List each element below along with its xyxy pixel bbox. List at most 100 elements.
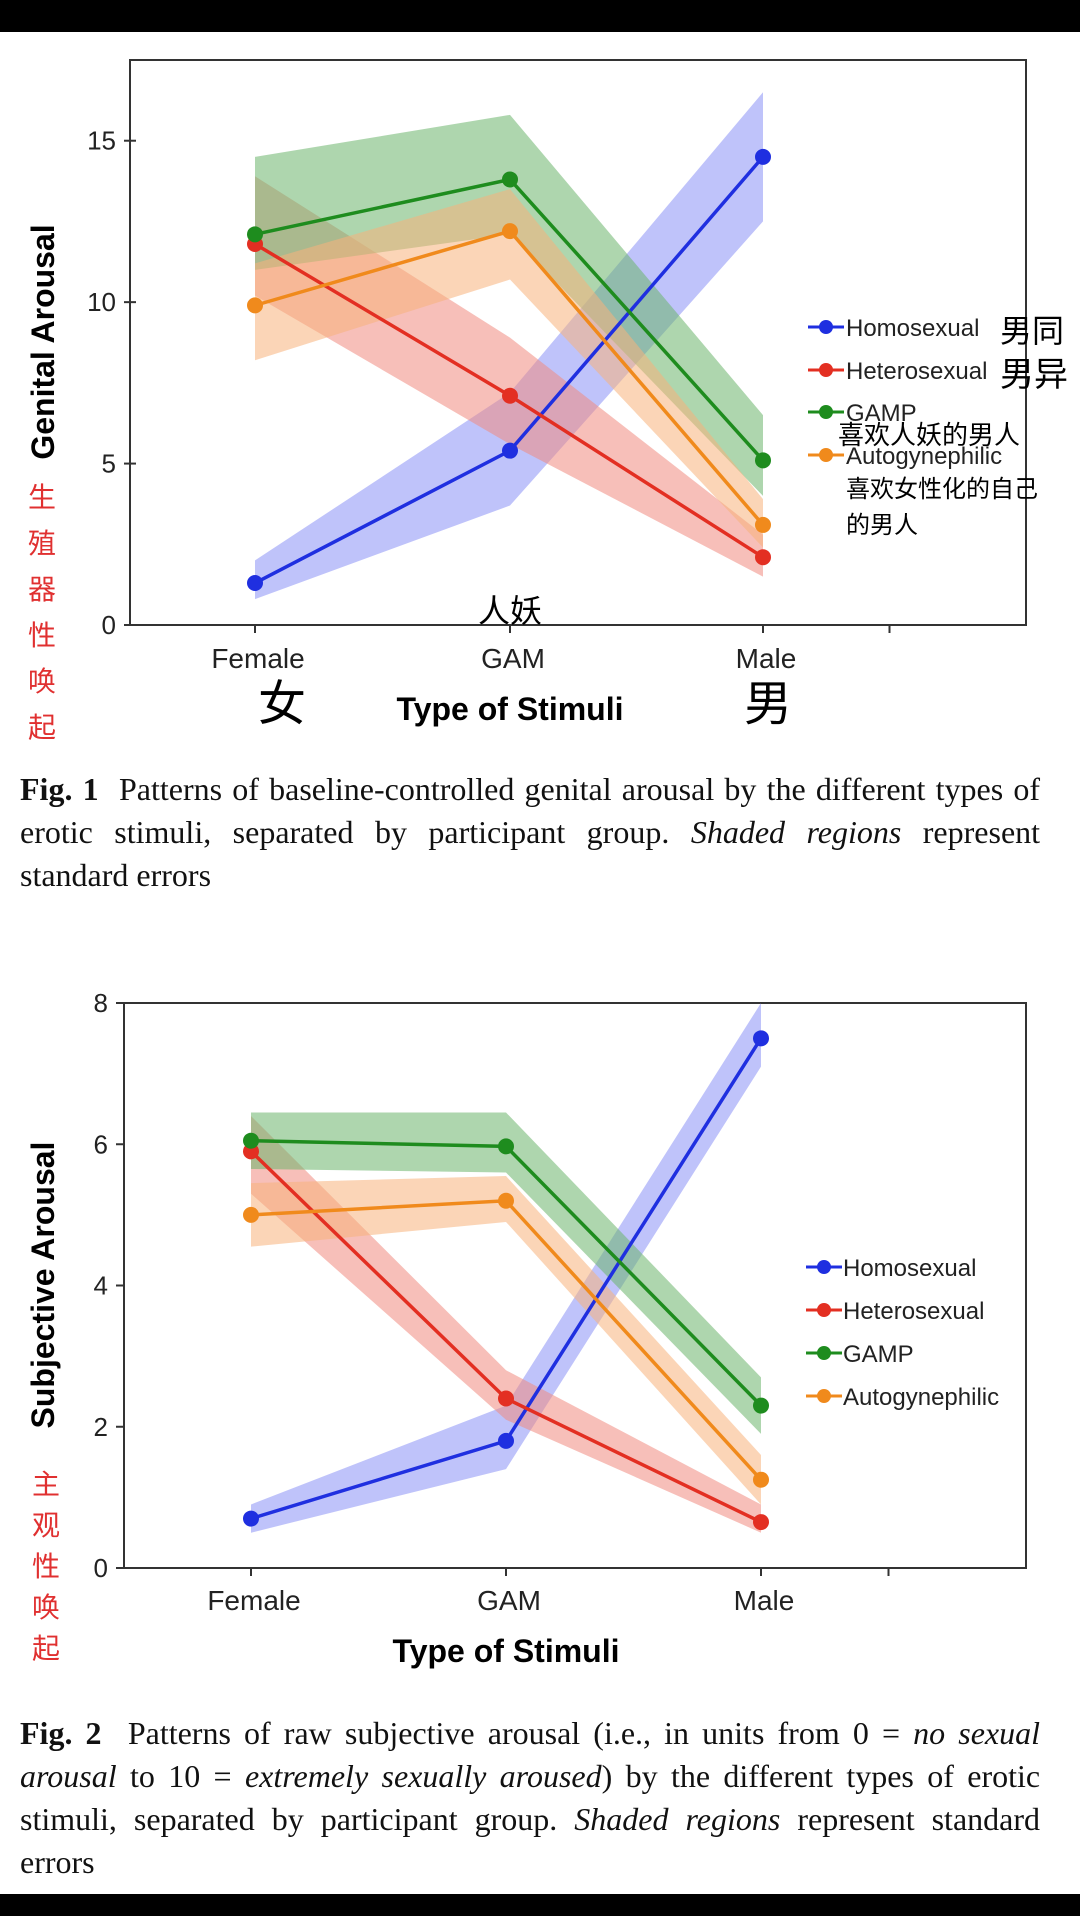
y-axis-title: Genital Arousal: [25, 224, 61, 459]
x-tick-label: GAM: [481, 643, 545, 674]
data-point-gamp: [755, 452, 771, 469]
subjective-arousal-chart: 0 2 4 6 8 Female GAM Male Subjective Arousal T…: [25, 988, 1027, 1669]
y-cn-char: 唤: [28, 665, 56, 698]
legend-cn-label: 男异: [1000, 355, 1068, 395]
caption-text: of erotic stimuli, separated by particip…: [20, 1758, 1041, 1837]
legend-cn-label: 男同: [1000, 312, 1064, 350]
y-cn-char: 殖: [28, 527, 56, 560]
legend-label: GAMP: [846, 400, 917, 427]
legend: Homosexual Heterosexual GAMP Autogynephi…: [806, 1255, 999, 1411]
legend: Homosexual 男同 Heterosexual 男异 GAMP 喜欢人妖的…: [808, 312, 1068, 539]
legend-swatch-dot: [817, 1260, 831, 1274]
caption-italic: no: [913, 1715, 946, 1751]
data-point-homosexual: [755, 148, 771, 165]
y-cn-char: 起: [28, 711, 56, 744]
caption-text: Patterns of raw subjective arousal (i.e.…: [127, 1715, 901, 1751]
legend-item-gamp: GAMP 喜欢人妖的男人: [808, 400, 1020, 451]
error-band-homosexual: [251, 1003, 761, 1533]
x-male-cn-label: 男: [744, 676, 792, 732]
data-point-autogynephilic: [243, 1206, 259, 1223]
data-point-autogynephilic: [247, 297, 263, 314]
error-band-autogynephilic: [251, 1176, 761, 1505]
data-point-heterosexual: [755, 549, 771, 566]
x-axis-title: Type of Stimuli: [397, 691, 624, 727]
data-point-autogynephilic: [753, 1471, 769, 1488]
y-cn-char: 器: [28, 573, 56, 606]
legend-item-heterosexual: Heterosexual: [806, 1298, 984, 1325]
y-tick-label: 2: [94, 1412, 108, 1442]
y-cn-char: 生: [28, 481, 56, 514]
legend-label: Autogynephilic: [846, 443, 1002, 470]
caption-italic: Shaded regions: [690, 814, 902, 850]
y-tick-label: 0: [94, 1553, 108, 1583]
data-point-homosexual: [247, 575, 263, 592]
y-tick-label: 10: [87, 287, 116, 317]
y-cn-char: 观: [32, 1509, 60, 1542]
data-point-heterosexual: [753, 1514, 769, 1531]
figure-2-caption: Fig. 2 Patterns of raw subjective arousa…: [20, 1712, 1040, 1884]
legend-swatch-dot: [819, 405, 833, 419]
y-cn-char: 性: [32, 1550, 60, 1583]
caption-text: represent standard errors: [20, 814, 1041, 893]
caption-italic: Shaded regions: [574, 1801, 781, 1837]
data-point-gamp: [247, 226, 263, 243]
y-tick-label: 4: [94, 1271, 108, 1301]
caption-italic: extremely sexually aroused: [244, 1758, 602, 1794]
data-point-gamp: [753, 1397, 769, 1414]
y-axis-cn-label: 生 殖 器 性 唤 起: [28, 481, 56, 744]
bottom-black-band: [0, 1894, 1080, 1916]
caption-text: types of erotic stimuli, separated by pa…: [20, 771, 1041, 850]
data-point-homosexual: [502, 442, 518, 459]
legend-item-heterosexual: Heterosexual 男异: [808, 355, 1068, 395]
legend-label: Homosexual: [846, 315, 979, 342]
y-cn-char: 主: [32, 1468, 60, 1501]
legend-item-homosexual: Homosexual: [806, 1255, 976, 1282]
data-point-heterosexual: [498, 1390, 514, 1407]
data-point-heterosexual: [502, 387, 518, 404]
data-point-gamp: [498, 1138, 514, 1155]
legend-label: Autogynephilic: [843, 1384, 999, 1411]
data-point-homosexual: [243, 1510, 259, 1527]
x-tick-label: GAM: [477, 1585, 541, 1616]
legend-cn-label: 喜欢女性化的自己: [846, 475, 1038, 503]
error-band-gamp: [251, 1112, 761, 1434]
top-black-band: [0, 0, 1080, 32]
data-point-autogynephilic: [498, 1192, 514, 1209]
data-point-gamp: [502, 171, 518, 188]
x-tick-label: Female: [207, 1585, 300, 1616]
y-cn-char: 起: [32, 1632, 60, 1665]
legend-label: Homosexual: [843, 1255, 976, 1282]
legend-label: Heterosexual: [843, 1298, 984, 1325]
x-axis-title: Type of Stimuli: [393, 1633, 620, 1669]
x-female-cn-label: 女: [258, 676, 306, 732]
caption-label: Fig. 1: [20, 771, 99, 807]
caption-text: to 10 =: [129, 1758, 232, 1794]
figure-1-caption: Fig. 1 Patterns of baseline-controlled g…: [20, 768, 1040, 897]
plot-frame: [129, 59, 1027, 626]
data-point-homosexual: [498, 1432, 514, 1449]
y-tick-label: 5: [102, 449, 116, 479]
legend-label: GAMP: [843, 1341, 914, 1368]
y-tick-label: 8: [94, 988, 108, 1018]
error-band-gamp: [255, 114, 763, 496]
legend-swatch-dot: [817, 1303, 831, 1317]
legend-swatch-dot: [817, 1346, 831, 1360]
x-tick-label: Male: [734, 1585, 795, 1616]
data-point-gamp: [243, 1132, 259, 1149]
y-axis-cn-label: 主 观 性 唤 起: [32, 1468, 60, 1665]
y-tick-label: 15: [87, 126, 116, 156]
legend-swatch-dot: [817, 1389, 831, 1403]
legend-label: Heterosexual: [846, 358, 987, 385]
legend-swatch-dot: [819, 448, 833, 462]
y-tick-label: 0: [102, 610, 116, 640]
caption-text: represent standard errors: [20, 1801, 1041, 1880]
caption-label: Fig. 2: [20, 1715, 102, 1751]
data-point-autogynephilic: [755, 516, 771, 533]
legend-swatch-dot: [819, 320, 833, 334]
caption-text: Patterns of baseline-controlled genital …: [119, 771, 926, 807]
legend-item-gamp: GAMP: [806, 1341, 914, 1368]
y-cn-char: 性: [28, 619, 56, 652]
error-band-autogynephilic: [255, 189, 763, 548]
legend-item-autogynephilic: Autogynephilic 喜欢女性化的自己 的男人: [808, 443, 1038, 539]
caption-text: ) by the different types: [601, 1758, 914, 1794]
